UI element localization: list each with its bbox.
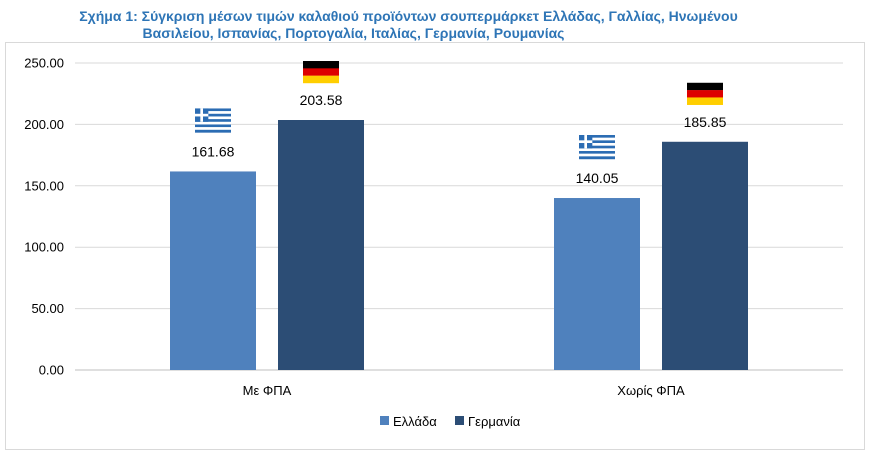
greece-flag-stripe: [195, 129, 231, 133]
y-tick-label: 250.00: [24, 56, 64, 71]
greece-flag-icon: [195, 108, 231, 133]
legend-label: Ελλάδα: [393, 414, 437, 429]
chart-title-line-2: Βασιλείου, Ισπανίας, Πορτογαλία, Ιταλίας…: [142, 25, 565, 41]
greece-flag-stripe: [195, 121, 231, 125]
y-tick-label: 50.00: [31, 301, 64, 316]
greece-flag-stripe: [195, 111, 231, 114]
greece-flag-stripe: [579, 140, 615, 144]
data-label: 203.58: [300, 92, 343, 108]
bar-greece: [170, 171, 256, 370]
data-label: 161.68: [192, 143, 235, 159]
y-tick-label: 150.00: [24, 178, 64, 193]
greece-flag-stripe: [195, 113, 231, 117]
data-label: 185.85: [684, 114, 727, 130]
x-category-label: Με ΦΠΑ: [243, 383, 292, 398]
greece-flag-stripe: [579, 153, 615, 157]
bar-greece: [554, 198, 640, 370]
legend-swatch: [455, 416, 464, 425]
greece-flag-stripe: [195, 119, 231, 122]
germany-flag-band: [303, 68, 339, 76]
chart-title-line-1: Σχήμα 1: Σύγκριση μέσων τιμών καλαθιού π…: [79, 8, 738, 24]
greece-flag-stripe: [579, 156, 615, 160]
germany-flag-icon: [687, 82, 723, 105]
germany-flag-band: [687, 97, 723, 105]
y-tick-label: 200.00: [24, 117, 64, 132]
greece-flag-stripe: [579, 145, 615, 149]
greece-flag-cross-horizontal: [579, 140, 593, 144]
germany-flag-band: [687, 82, 723, 91]
greece-flag-icon: [579, 135, 615, 160]
legend-swatch: [380, 416, 389, 425]
chart-title: Σχήμα 1: Σύγκριση μέσων τιμών καλαθιού π…: [0, 8, 877, 42]
greece-flag-stripe: [195, 124, 231, 128]
greece-flag-cross-horizontal: [195, 113, 209, 117]
germany-flag-band: [303, 75, 339, 84]
x-category-label: Χωρίς ΦΠΑ: [617, 383, 685, 398]
data-label: 140.05: [576, 170, 619, 186]
greece-flag-stripe: [195, 127, 231, 130]
germany-flag-band: [303, 61, 339, 69]
bar-germany: [278, 120, 364, 371]
greece-flag-stripe: [579, 143, 615, 146]
germany-flag-band: [687, 90, 723, 98]
greece-flag-stripe: [579, 137, 615, 141]
bar-germany: [662, 141, 748, 370]
y-tick-label: 100.00: [24, 240, 64, 255]
legend-label: Γερμανία: [468, 414, 521, 429]
chart-frame: [5, 42, 865, 450]
germany-flag-icon: [303, 61, 339, 84]
greece-flag-stripe: [579, 135, 615, 138]
greece-flag-stripe: [579, 148, 615, 152]
greece-flag-stripe: [195, 108, 231, 112]
y-tick-label: 0.00: [39, 363, 64, 378]
greece-flag-stripe: [195, 116, 231, 120]
greece-flag-stripe: [579, 151, 615, 154]
